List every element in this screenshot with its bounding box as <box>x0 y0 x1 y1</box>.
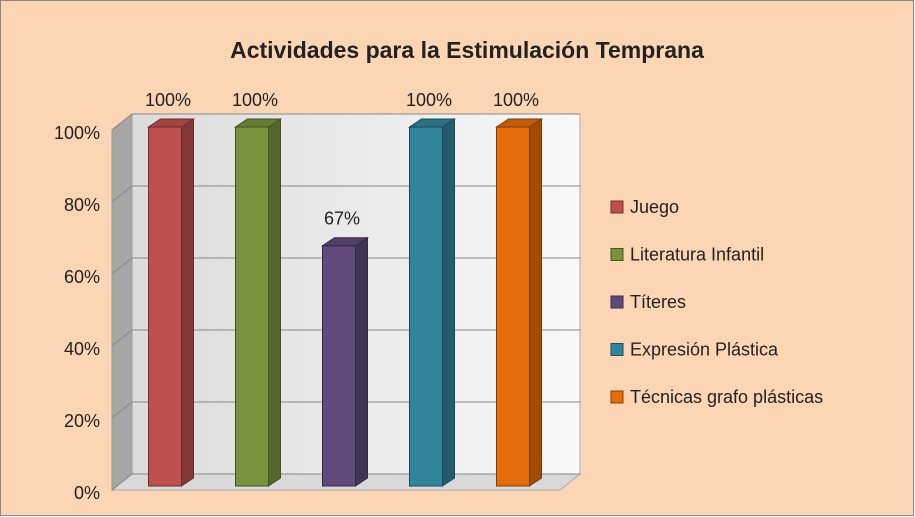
bar <box>494 118 544 487</box>
bar-side <box>442 118 455 487</box>
value-label: 100% <box>145 90 191 110</box>
legend-swatch <box>610 295 624 309</box>
legend-label: Literatura Infantil <box>630 244 764 264</box>
bar <box>407 118 457 487</box>
value-label: 100% <box>406 90 452 110</box>
bar-side <box>181 118 194 487</box>
legend-label: Juego <box>630 197 679 217</box>
value-label: 67% <box>324 209 360 229</box>
legend-swatch <box>610 390 624 404</box>
bar-front <box>409 126 443 487</box>
bar-side <box>529 118 542 487</box>
legend-label: Expresión Plástica <box>630 339 779 359</box>
y-tick-label: 100% <box>54 123 100 143</box>
y-tick-label: 0% <box>74 483 100 503</box>
side-wall <box>111 112 133 492</box>
y-tick-label: 20% <box>64 411 100 431</box>
legend-swatch <box>610 343 624 356</box>
value-label: 100% <box>493 90 539 110</box>
y-tick-label: 60% <box>64 267 100 287</box>
legend-swatch <box>610 200 624 214</box>
chart-title: Actividades para la Estimulación Tempran… <box>230 37 704 63</box>
bar-side <box>355 236 368 487</box>
bar-side <box>268 118 281 487</box>
bar-front <box>322 245 356 487</box>
bar-front <box>235 126 269 487</box>
y-tick-label: 40% <box>64 339 100 359</box>
legend-swatch <box>610 248 624 261</box>
legend-label: Títeres <box>630 292 686 312</box>
value-label: 100% <box>232 90 278 110</box>
bar-front <box>496 126 530 487</box>
grid-line <box>111 113 580 131</box>
bar <box>233 118 283 487</box>
y-tick-label: 80% <box>64 195 100 215</box>
bar <box>146 118 196 487</box>
bar <box>320 236 370 487</box>
legend-label: Técnicas grafo plásticas <box>630 387 823 407</box>
bar-front <box>148 126 182 487</box>
